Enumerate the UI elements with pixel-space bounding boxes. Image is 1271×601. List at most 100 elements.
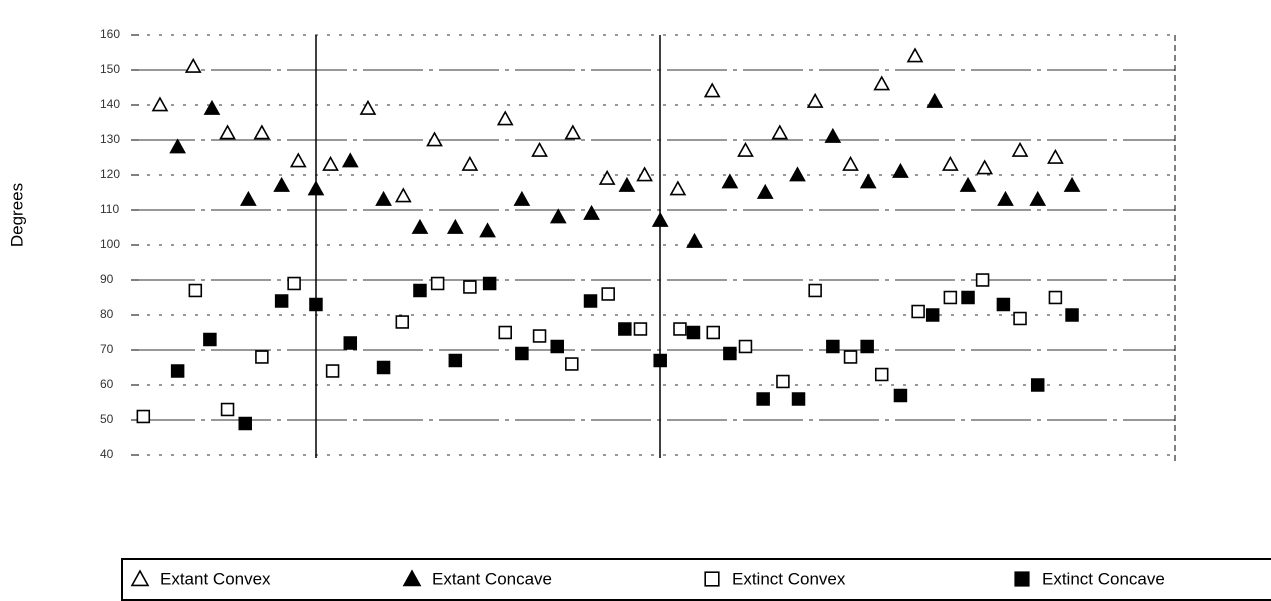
data-point xyxy=(322,155,339,171)
data-point xyxy=(996,297,1011,312)
data-point xyxy=(375,190,392,206)
data-point xyxy=(341,152,359,168)
data-point xyxy=(1065,308,1079,322)
y-tick-label: 110 xyxy=(100,202,119,216)
data-point xyxy=(532,329,547,343)
data-point xyxy=(723,346,737,361)
data-point xyxy=(220,402,235,417)
data-point xyxy=(911,304,925,319)
y-tick-label: 100 xyxy=(100,237,120,251)
data-point xyxy=(636,166,653,182)
y-tick-label: 120 xyxy=(100,167,120,181)
data-point xyxy=(703,82,721,98)
legend-marker xyxy=(1014,571,1030,587)
data-point xyxy=(653,353,667,368)
data-point xyxy=(789,166,806,182)
y-axis-title: Degrees xyxy=(7,183,26,247)
data-point xyxy=(513,190,531,206)
data-point xyxy=(824,127,842,143)
y-tick-label: 60 xyxy=(100,377,114,391)
legend-label: Extant Convex xyxy=(160,569,271,588)
legend-marker xyxy=(704,571,720,587)
data-point xyxy=(448,353,463,368)
data-point xyxy=(860,339,874,354)
data-point xyxy=(893,388,908,403)
data-point xyxy=(395,315,410,329)
data-point xyxy=(598,169,616,185)
data-point xyxy=(926,92,944,108)
data-point xyxy=(238,416,252,431)
data-point xyxy=(188,283,203,298)
legend-marker xyxy=(130,569,150,587)
data-point xyxy=(942,155,959,171)
data-point xyxy=(1048,290,1063,305)
data-point xyxy=(203,99,221,115)
data-point xyxy=(309,297,323,312)
legend-box xyxy=(121,558,1271,601)
data-point xyxy=(203,332,217,347)
data-point xyxy=(859,173,877,189)
data-point xyxy=(633,322,648,336)
legend-marker xyxy=(402,569,422,587)
legend-label: Extinct Concave xyxy=(1042,569,1165,588)
data-point xyxy=(776,374,790,389)
data-point xyxy=(498,325,512,340)
data-point xyxy=(943,290,958,305)
data-point xyxy=(565,357,579,371)
data-point xyxy=(1047,148,1064,164)
data-point xyxy=(479,222,496,238)
data-point xyxy=(343,336,358,350)
data-point xyxy=(771,124,789,140)
data-point xyxy=(496,110,514,126)
data-point xyxy=(515,346,529,361)
y-tick-label: 50 xyxy=(100,412,114,426)
legend-label: Extant Concave xyxy=(432,569,552,588)
data-point xyxy=(289,152,307,168)
data-point xyxy=(873,75,891,91)
data-point xyxy=(151,96,169,112)
data-point xyxy=(394,187,412,203)
data-point xyxy=(975,273,990,287)
data-point xyxy=(925,308,940,322)
data-point xyxy=(1029,190,1047,206)
data-point xyxy=(463,280,477,294)
data-point xyxy=(686,325,701,340)
data-point xyxy=(376,360,391,375)
data-point xyxy=(737,141,754,157)
legend: Extant Convex Extant Concave Extinct Conve… xyxy=(130,569,1165,588)
data-point xyxy=(307,180,325,196)
y-tick-label: 150 xyxy=(100,62,120,76)
data-point xyxy=(959,176,977,192)
data-point xyxy=(583,204,600,220)
data-point xyxy=(274,294,289,308)
data-point xyxy=(686,232,703,248)
data-point xyxy=(673,322,687,336)
data-point xyxy=(359,99,377,115)
data-point xyxy=(550,339,564,354)
data-point xyxy=(482,276,497,291)
data-point xyxy=(669,180,687,196)
data-point xyxy=(997,190,1014,206)
y-tick-label: 160 xyxy=(100,27,120,41)
data-point xyxy=(601,287,615,301)
data-point xyxy=(1063,176,1081,192)
data-point xyxy=(240,190,257,206)
data-point xyxy=(791,392,806,406)
data-point xyxy=(549,208,567,224)
data-point xyxy=(325,364,340,378)
data-point xyxy=(806,92,824,108)
data-point xyxy=(808,283,822,298)
data-point xyxy=(169,138,186,154)
legend-label: Extinct Convex xyxy=(732,569,846,588)
data-point xyxy=(253,124,271,140)
data-point xyxy=(287,276,301,291)
data-point xyxy=(892,162,909,178)
data-point xyxy=(826,339,840,354)
data-point xyxy=(430,276,445,291)
data-point xyxy=(583,294,598,308)
y-tick-label: 140 xyxy=(100,97,120,111)
data-point xyxy=(756,392,770,406)
data-point xyxy=(564,124,582,140)
data-point xyxy=(721,173,739,189)
